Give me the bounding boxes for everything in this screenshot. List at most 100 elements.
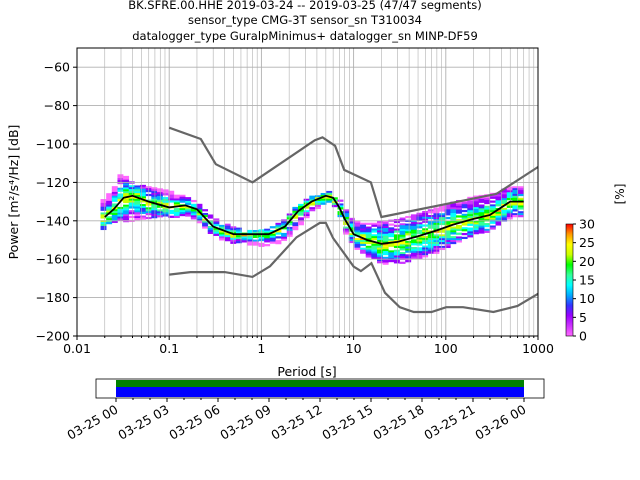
psd-density-cell — [365, 249, 372, 252]
psd-density-cell — [123, 191, 130, 194]
psd-density-cell — [410, 229, 417, 232]
psd-density-cell — [264, 230, 271, 233]
psd-density-cell — [382, 222, 389, 225]
psd-density-cell — [326, 198, 333, 201]
psd-density-cell — [495, 196, 502, 199]
psd-density-cell — [416, 239, 423, 242]
psd-density-cell — [365, 253, 372, 256]
psd-density-cell — [433, 215, 440, 218]
psd-density-cell — [247, 243, 254, 246]
psd-density-cell — [100, 216, 107, 219]
psd-density-cell — [478, 198, 485, 201]
psd-density-cell — [128, 196, 135, 199]
psd-density-cell — [134, 185, 141, 188]
psd-density-cell — [416, 235, 423, 238]
psd-density-cell — [365, 236, 372, 239]
psd-density-cell — [506, 213, 513, 216]
psd-density-cell — [506, 192, 513, 195]
psd-density-cell — [377, 261, 383, 264]
psd-density-cell — [461, 232, 468, 236]
psd-density-cell — [444, 209, 451, 212]
psd-density-cell — [281, 227, 288, 230]
psd-density-cell — [140, 186, 146, 189]
psd-density-cell — [382, 239, 389, 242]
psd-density-cell — [100, 222, 107, 225]
psd-density-cell — [393, 238, 400, 241]
psd-density-cell — [128, 210, 135, 213]
psd-density-cell — [140, 209, 146, 213]
timeline-tick-label: 03-25 09 — [217, 402, 273, 443]
psd-density-cell — [156, 194, 163, 197]
psd-density-cell — [230, 239, 237, 242]
psd-density-cell — [224, 237, 231, 240]
psd-density-cell — [179, 213, 186, 217]
psd-density-cell — [179, 210, 186, 213]
psd-density-cell — [388, 229, 395, 232]
psd-density-cell — [456, 209, 462, 212]
psd-density-cell — [450, 220, 457, 223]
psd-density-cell — [162, 214, 169, 217]
psd-density-cell — [123, 185, 130, 188]
psd-density-cell — [111, 199, 118, 202]
psd-density-cell — [377, 230, 383, 233]
psd-density-cell — [472, 214, 479, 217]
psd-density-cell — [393, 234, 400, 237]
psd-density-cell — [518, 215, 525, 218]
y-tick-label: −140 — [36, 213, 70, 228]
psd-density-cell — [247, 231, 254, 235]
psd-density-cell — [140, 207, 146, 211]
psd-density-cell — [450, 213, 457, 216]
psd-density-cell — [506, 205, 513, 208]
psd-density-cell — [286, 223, 293, 226]
psd-density-cell — [371, 243, 378, 247]
psd-density-cell — [100, 199, 107, 202]
psd-density-cell — [461, 227, 468, 230]
psd-density-cell — [416, 226, 423, 229]
psd-density-cell — [410, 227, 417, 231]
psd-density-cell — [326, 200, 333, 203]
psd-density-cell — [162, 202, 169, 206]
psd-density-cell — [275, 236, 282, 239]
psd-density-cell — [512, 195, 519, 199]
psd-density-cell — [518, 207, 525, 210]
psd-density-cell — [151, 191, 158, 194]
psd-density-cell — [309, 203, 316, 206]
psd-density-cell — [518, 197, 525, 200]
psd-density-cell — [292, 222, 299, 225]
psd-density-cell — [495, 204, 502, 207]
psd-density-cell — [512, 190, 519, 193]
psd-density-cell — [151, 187, 158, 190]
x-tick-label: 100 — [434, 341, 458, 356]
psd-density-cell — [134, 204, 141, 207]
psd-density-cell — [224, 227, 231, 230]
psd-density-cell — [377, 245, 383, 248]
psd-density-cell — [123, 216, 130, 219]
psd-density-cell — [416, 243, 423, 246]
psd-density-cell — [168, 211, 175, 215]
psd-density-cell — [140, 188, 146, 191]
psd-density-cell — [456, 211, 462, 214]
y-tick-label: −120 — [36, 175, 70, 190]
psd-density-cell — [252, 230, 259, 233]
psd-density-cell — [399, 255, 406, 259]
psd-density-cell — [106, 216, 113, 219]
psd-density-cell — [377, 232, 383, 235]
psd-density-cell — [444, 217, 451, 220]
psd-density-cell — [128, 185, 135, 188]
psd-density-cell — [501, 209, 508, 212]
psd-density-cell — [467, 223, 474, 226]
psd-density-cell — [472, 207, 479, 210]
psd-density-cell — [207, 214, 214, 217]
psd-density-cell — [106, 221, 113, 225]
psd-density-cell — [416, 256, 423, 260]
psd-density-cell — [235, 231, 242, 234]
psd-density-cell — [151, 212, 158, 215]
psd-density-cell — [393, 249, 400, 252]
psd-density-cell — [162, 189, 169, 192]
psd-density-cell — [320, 196, 327, 200]
psd-density-cell — [371, 224, 378, 227]
psd-density-cell — [202, 220, 209, 223]
psd-density-cell — [416, 253, 423, 256]
psd-density-cell — [275, 222, 282, 226]
psd-density-cell — [495, 223, 502, 226]
